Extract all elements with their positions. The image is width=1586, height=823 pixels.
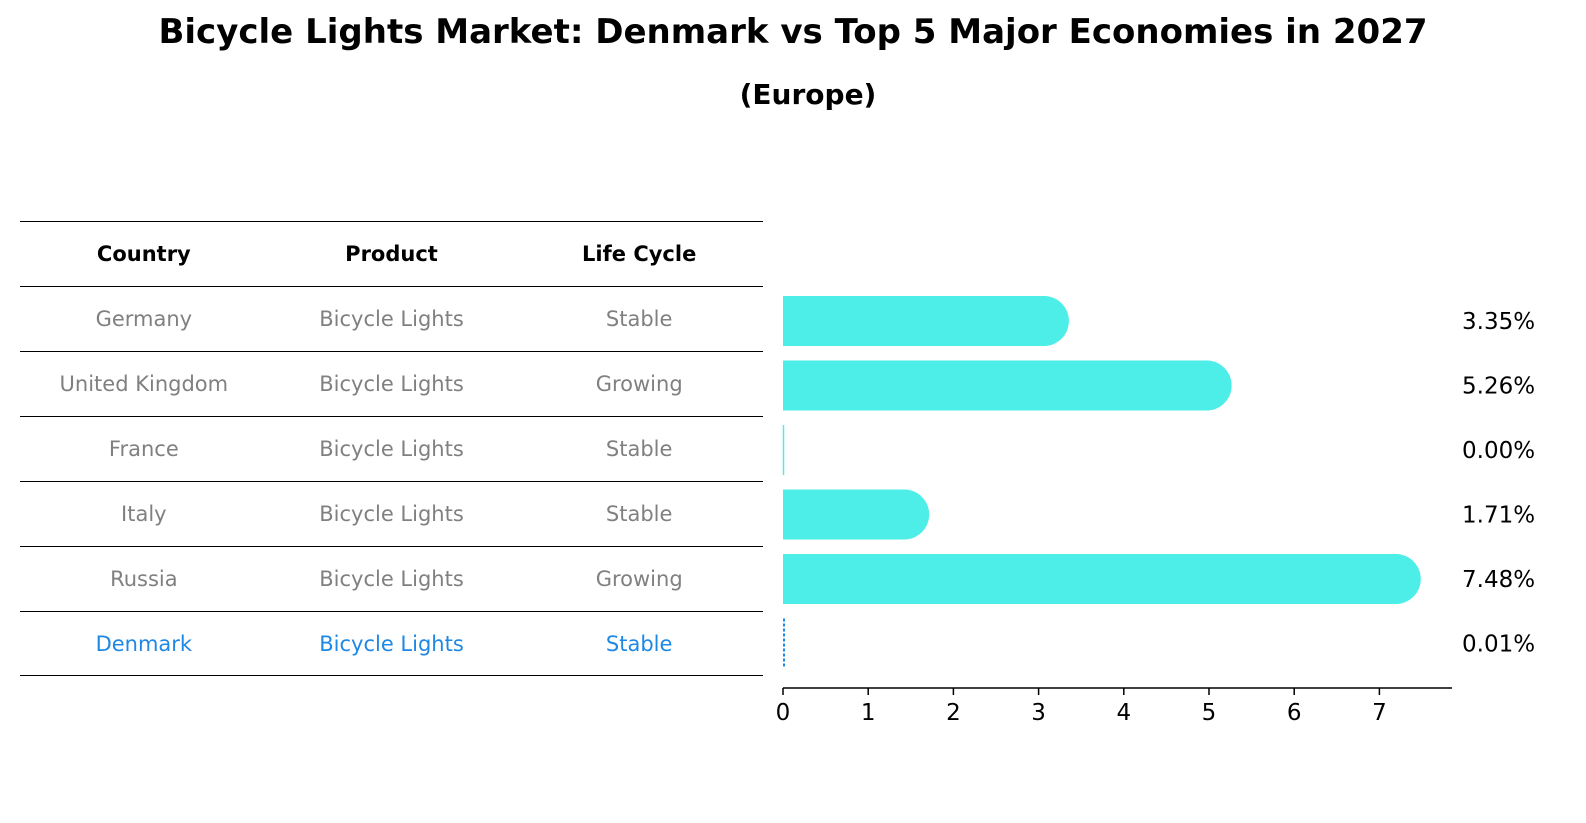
product-cell: Bicycle Lights: [319, 631, 464, 656]
data-label: 3.35%: [1462, 309, 1535, 335]
header-country: Country: [96, 242, 191, 266]
x-tick-label: 4: [1116, 700, 1131, 726]
x-tick-label: 6: [1287, 700, 1302, 726]
country-cell: Russia: [110, 567, 178, 591]
header-product: Product: [345, 242, 438, 266]
product-cell: Bicycle Lights: [319, 372, 464, 396]
x-tick-label: 0: [776, 700, 791, 726]
table-row: Russia Bicycle Lights Growing: [20, 546, 763, 611]
product-cell: Bicycle Lights: [319, 502, 464, 526]
bar: [783, 296, 1069, 346]
data-label: 0.01%: [1462, 632, 1535, 658]
bar-cap: [879, 489, 930, 540]
x-tick-label: 2: [946, 700, 961, 726]
bar: [783, 360, 1232, 411]
bar: [783, 554, 1421, 604]
country-cell: France: [108, 437, 179, 461]
bar-cap: [1370, 554, 1421, 604]
data-table: Country Product Life Cycle Germany Bicyc…: [20, 221, 763, 676]
bar-cap: [1181, 360, 1232, 411]
header-life-cycle: Life Cycle: [582, 242, 697, 266]
life-cycle-cell: Stable: [605, 437, 673, 461]
product-cell: Bicycle Lights: [319, 307, 464, 331]
country-cell: United Kingdom: [59, 372, 229, 396]
country-cell: Denmark: [95, 631, 193, 656]
data-label: 0.00%: [1462, 438, 1535, 464]
x-tick-label: 5: [1202, 700, 1217, 726]
table-row: Germany Bicycle Lights Stable: [20, 286, 763, 351]
country-cell: Italy: [121, 502, 167, 526]
life-cycle-cell: Growing: [595, 372, 683, 396]
table-row-highlight: Denmark Bicycle Lights Stable: [20, 611, 763, 676]
life-cycle-cell: Growing: [595, 567, 683, 591]
chart-subtitle: (Europe): [739, 78, 877, 111]
table-row: United Kingdom Bicycle Lights Growing: [20, 351, 763, 416]
life-cycle-cell: Stable: [605, 502, 673, 526]
data-label: 7.48%: [1462, 567, 1535, 593]
bar-cap: [1018, 296, 1069, 346]
chart-title: Bicycle Lights Market: Denmark vs Top 5 …: [158, 12, 1428, 52]
table-header-row: Country Product Life Cycle: [20, 221, 763, 286]
life-cycle-cell: Stable: [605, 631, 673, 656]
data-label: 1.71%: [1462, 503, 1535, 529]
product-cell: Bicycle Lights: [319, 437, 464, 461]
x-tick-label: 1: [861, 700, 876, 726]
table-row: Italy Bicycle Lights Stable: [20, 481, 763, 546]
product-cell: Bicycle Lights: [319, 567, 464, 591]
data-label: 5.26%: [1462, 374, 1535, 400]
x-tick-label: 3: [1031, 700, 1046, 726]
x-tick-label: 7: [1372, 700, 1387, 726]
country-cell: Germany: [95, 307, 193, 331]
life-cycle-cell: Stable: [605, 307, 673, 331]
table-row: France Bicycle Lights Stable: [20, 416, 763, 481]
